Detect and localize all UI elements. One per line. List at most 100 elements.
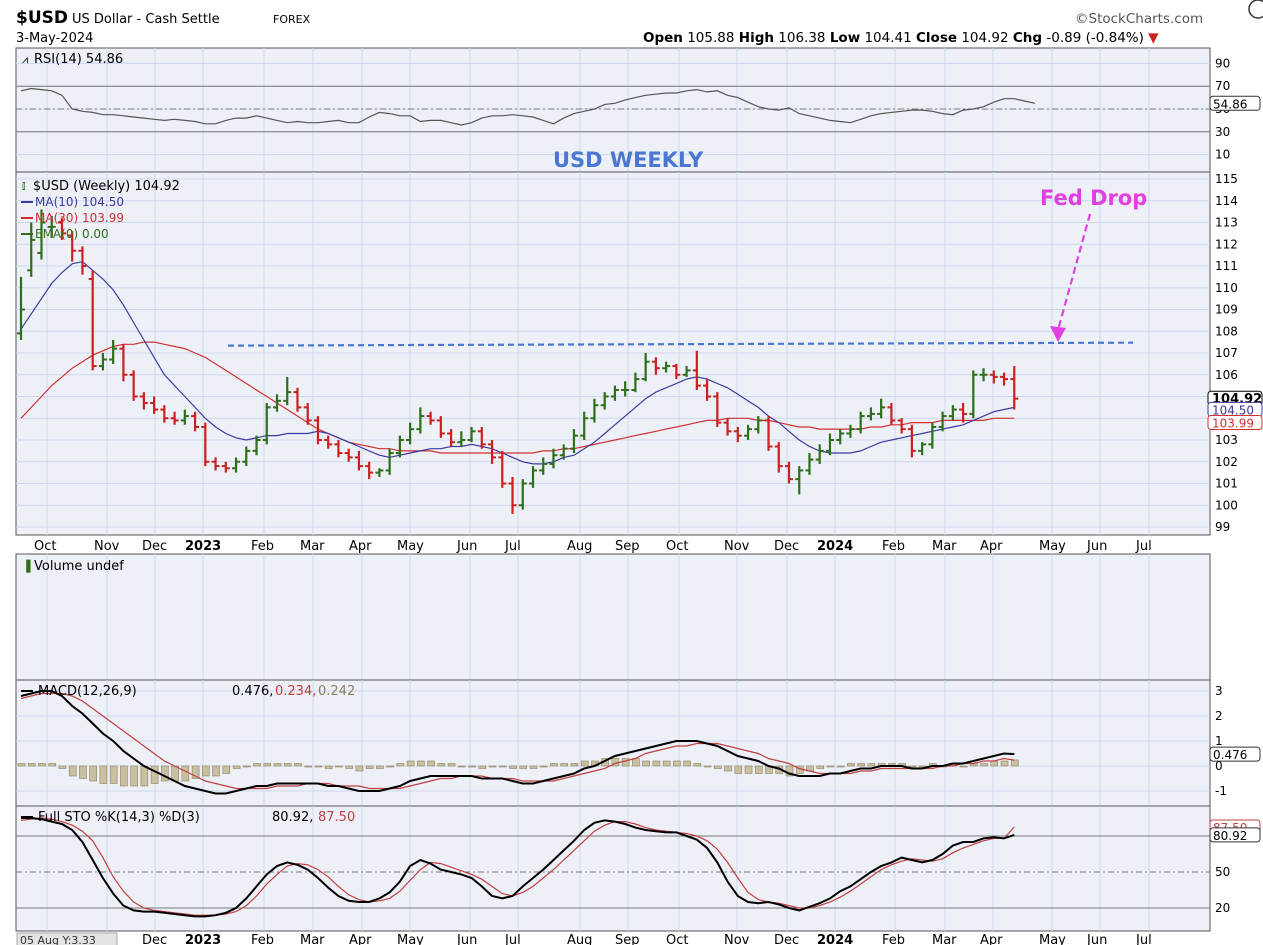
ohlc-bar xyxy=(477,426,486,449)
price-tick-label: 108 xyxy=(1215,324,1238,338)
macd-panel xyxy=(15,679,1211,807)
ohlc-bar xyxy=(918,442,927,456)
macd-histogram-bar xyxy=(68,765,77,777)
macd-histogram-bar xyxy=(109,765,118,784)
ohlc-bar xyxy=(365,461,374,480)
legend-label: MA(10) 104.50 xyxy=(35,195,124,209)
x-tick-label: Apr xyxy=(980,539,1003,554)
sto-tick-label: 20 xyxy=(1215,901,1230,915)
macd-histogram-bar xyxy=(89,765,97,782)
bottom-x-tick-label: 2023 xyxy=(185,933,221,945)
x-tick-label: 2024 xyxy=(817,539,853,554)
sto-d-value: 87.50 xyxy=(318,810,355,825)
macd-histogram-bar xyxy=(826,765,835,768)
sto-panel xyxy=(15,805,1211,932)
ohlc-bar xyxy=(457,431,466,447)
ohlc-bar xyxy=(313,416,322,445)
ohlc-bar xyxy=(948,405,957,421)
macd-histogram-bar xyxy=(468,765,476,768)
ohlc-bar xyxy=(160,405,169,423)
macd-histogram-bar xyxy=(642,760,650,767)
ohlc-bar xyxy=(498,450,507,488)
ohlc-bar xyxy=(887,403,896,425)
sto-title: Full STO %K(14,3) %D(3) xyxy=(38,810,200,825)
macd-histogram-bar xyxy=(458,765,466,768)
x-tick-label: Jun xyxy=(1086,539,1107,554)
bottom-x-tick-label: Aug xyxy=(567,933,592,945)
x-tick-label: Oct xyxy=(34,539,56,554)
ohlc-bar xyxy=(395,435,404,458)
macd-histogram-bar xyxy=(867,763,876,767)
macd-histogram-bar xyxy=(754,765,763,774)
x-tick-label: May xyxy=(397,539,424,554)
ma10-line xyxy=(20,260,1015,465)
chg-label: Chg xyxy=(1012,30,1043,46)
ohlc-bar xyxy=(795,466,804,495)
x-tick-label: May xyxy=(1039,539,1066,554)
macd-histogram-bar xyxy=(908,765,917,768)
ohlc-bar xyxy=(682,366,691,377)
macd-line xyxy=(20,690,1015,795)
price-tick-label: 101 xyxy=(1215,477,1238,491)
macd-histogram-bar xyxy=(150,765,159,784)
sto-tick-label: 50 xyxy=(1215,865,1230,879)
price-tick-label: 106 xyxy=(1215,368,1238,382)
fed-drop-arrow xyxy=(1056,213,1092,331)
price-bars-icon: ⫾ xyxy=(22,179,26,192)
x-tick-label: Feb xyxy=(251,539,274,554)
ohlc-bar xyxy=(150,396,159,414)
volume-title: Volume undef xyxy=(34,559,124,574)
macd-histogram-bar xyxy=(79,765,87,779)
macd-histogram-bar xyxy=(283,763,292,767)
ohlc-bar xyxy=(139,392,148,410)
ohlc-bar xyxy=(88,270,97,371)
chg-value: -0.89 (-0.84%) xyxy=(1046,30,1144,46)
rsi-value-tag-text: 54.86 xyxy=(1213,97,1247,111)
macd-histogram-bar xyxy=(427,760,435,767)
macd-histogram-bar xyxy=(447,763,456,767)
macd-histogram-bar xyxy=(724,765,732,772)
ohlc-bar xyxy=(825,433,834,456)
high-label: High xyxy=(738,30,774,46)
macd-histogram-bar xyxy=(304,765,313,768)
sto-k-line xyxy=(21,817,1015,918)
macd-histogram-bar xyxy=(242,765,251,768)
macd-histogram-bar xyxy=(683,760,691,767)
x-tick-label: Jul xyxy=(1135,539,1152,554)
ohlc-bar xyxy=(692,350,701,390)
macd-histogram-bar xyxy=(959,765,968,768)
brand-label[interactable]: ©StockCharts.com xyxy=(1075,11,1204,27)
macd-histogram-bar xyxy=(376,765,384,769)
macd-histogram-bar xyxy=(345,765,353,769)
macd-tick-label: 1 xyxy=(1215,734,1223,748)
macd-histogram-bar xyxy=(703,765,712,768)
macd-histogram-bar xyxy=(580,760,589,767)
price-tag-text: 103.99 xyxy=(1212,416,1254,430)
ohlc-bar xyxy=(539,457,548,475)
macd-tick-label: 3 xyxy=(1215,684,1223,698)
ohlc-bar xyxy=(17,276,25,340)
ohlc-bar xyxy=(938,411,947,432)
bottom-x-tick-label: Feb xyxy=(882,933,905,945)
macd-histogram-bar xyxy=(48,763,57,767)
sto-k-value: 80.92, xyxy=(272,810,313,825)
x-tick-label: Feb xyxy=(882,539,905,554)
legend-label: EMA(0) 0.00 xyxy=(35,227,109,241)
resistance-line xyxy=(227,341,1134,347)
price-tick-label: 107 xyxy=(1215,346,1238,360)
x-tick-label: Oct xyxy=(666,539,688,554)
ohlc-bar xyxy=(37,209,46,260)
macd-histogram-bar xyxy=(632,758,640,767)
ohlc-bar xyxy=(324,435,333,449)
ohlc-bar xyxy=(590,398,599,423)
ohlc-bar xyxy=(385,448,394,475)
ohlc-bar xyxy=(559,444,568,460)
usd-weekly-watermark: USD WEEKLY xyxy=(553,148,704,172)
macd-histogram-bar xyxy=(673,760,681,767)
ohlc-bar xyxy=(979,368,988,382)
rsi-tick-label: 10 xyxy=(1215,148,1230,162)
ohlc-readout: Open 105.88 High 106.38 Low 104.41 Close… xyxy=(643,30,1159,46)
ohlc-bar xyxy=(232,457,241,473)
ohlc-bar xyxy=(856,411,865,434)
